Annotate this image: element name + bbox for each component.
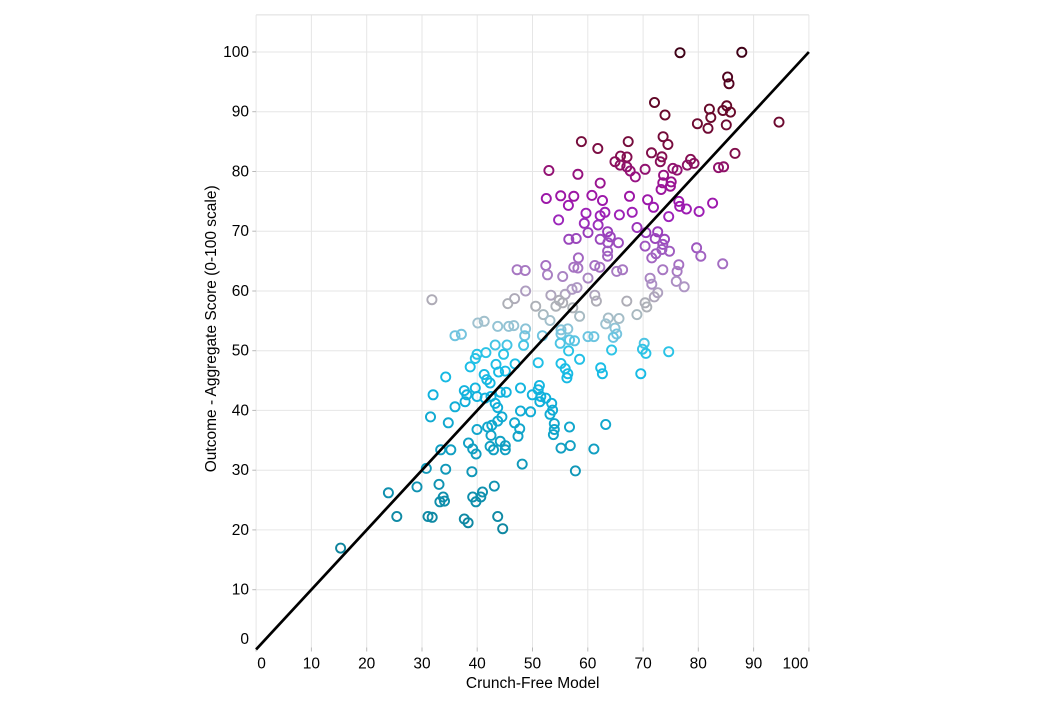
svg-text:50: 50 (232, 343, 250, 360)
svg-text:10: 10 (232, 582, 250, 599)
svg-text:Crunch-Free Model: Crunch-Free Model (466, 675, 600, 692)
svg-text:60: 60 (579, 656, 597, 673)
svg-text:60: 60 (232, 283, 250, 300)
svg-text:20: 20 (358, 656, 376, 673)
svg-text:100: 100 (782, 656, 808, 673)
svg-text:80: 80 (232, 164, 250, 181)
svg-text:70: 70 (634, 656, 652, 673)
svg-text:40: 40 (232, 402, 250, 419)
svg-text:0: 0 (257, 656, 266, 673)
svg-text:10: 10 (303, 656, 321, 673)
svg-text:90: 90 (232, 104, 250, 121)
svg-text:50: 50 (524, 656, 542, 673)
svg-text:80: 80 (690, 656, 708, 673)
svg-text:100: 100 (223, 44, 249, 61)
svg-text:30: 30 (413, 656, 431, 673)
svg-text:Outcome - Aggregate Score (0-1: Outcome - Aggregate Score (0-100 scale) (203, 185, 220, 472)
svg-text:20: 20 (232, 522, 250, 539)
svg-text:0: 0 (240, 631, 249, 648)
svg-text:90: 90 (745, 656, 763, 673)
svg-text:70: 70 (232, 223, 250, 240)
svg-text:40: 40 (469, 656, 487, 673)
svg-text:30: 30 (232, 462, 250, 479)
